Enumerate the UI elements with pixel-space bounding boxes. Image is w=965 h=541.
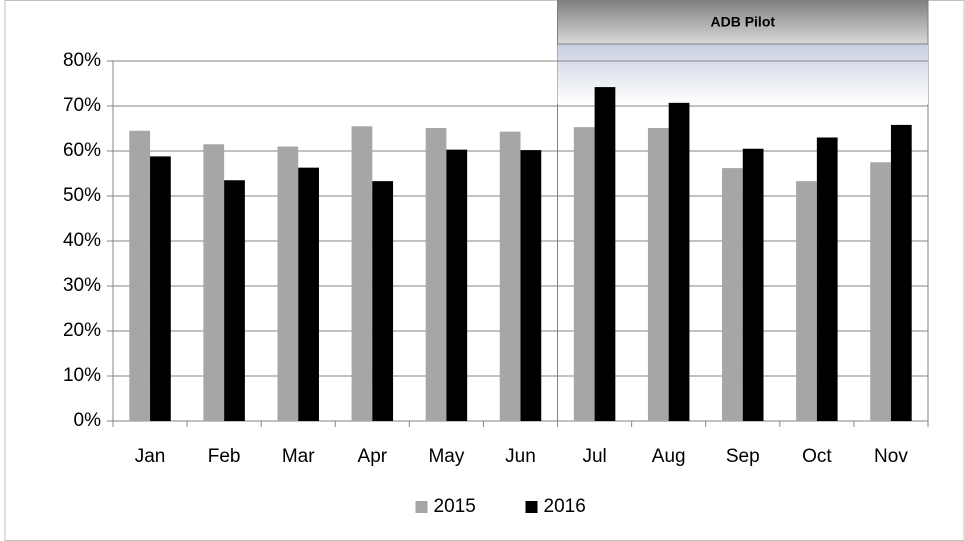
bar [816,137,838,421]
bar [150,156,171,421]
bar [647,128,669,422]
bar [668,102,690,421]
y-tick-label: 60% [63,140,101,161]
legend-label: 2016 [544,496,586,517]
bar [870,162,891,421]
annotation-header [557,0,929,45]
bar [796,181,817,421]
x-tick-label: Nov [874,446,908,467]
y-tick-label: 50% [63,185,101,206]
y-tick-label: 10% [63,365,101,386]
y-tick-label: 0% [74,410,102,431]
bar [520,150,542,421]
x-tick-label: Sep [726,446,760,467]
y-tick-label: 70% [63,95,101,116]
x-tick-label: Aug [652,446,686,467]
bar [425,128,447,422]
bar [277,146,299,421]
legend-swatch [415,501,428,513]
x-tick-label: Jun [505,446,536,467]
bar [224,180,245,421]
y-tick-label: 20% [63,320,101,341]
bar [372,181,394,421]
bar [742,148,764,421]
x-tick-label: Oct [802,446,832,467]
bar [129,130,151,421]
annotation-label: ADB Pilot [710,14,775,30]
x-tick-label: Feb [208,446,241,467]
bar [594,87,616,421]
y-tick-label: 80% [63,50,101,71]
bar [499,131,521,421]
bar [573,127,595,422]
y-tick-label: 40% [63,230,101,251]
bar [446,149,468,421]
bar [203,144,225,421]
x-tick-label: Mar [282,446,315,467]
legend-label: 2015 [434,496,476,517]
y-tick-label: 30% [63,275,101,296]
x-tick-label: Jan [135,446,166,467]
bar [298,167,319,421]
x-tick-label: Apr [358,446,388,467]
bar [351,126,373,421]
bar [722,168,743,421]
bar [890,124,912,422]
legend-swatch [525,501,538,513]
x-tick-label: May [428,446,464,467]
annotation-fade [557,44,928,104]
x-tick-label: Jul [582,446,606,467]
